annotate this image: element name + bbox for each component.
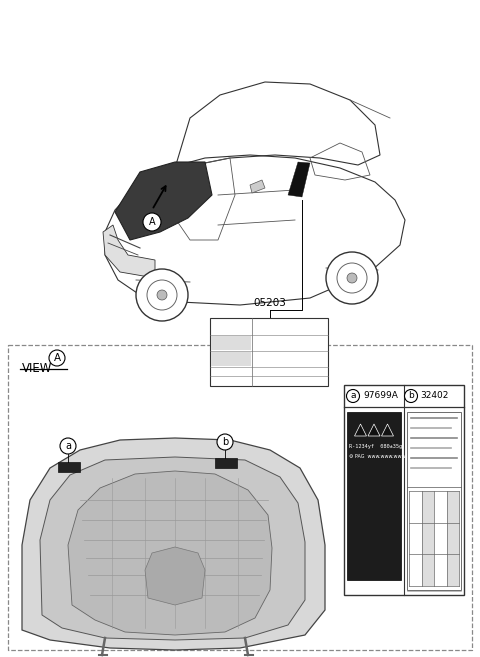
- Text: a: a: [350, 392, 356, 401]
- Circle shape: [326, 252, 378, 304]
- Circle shape: [147, 280, 177, 310]
- Bar: [215, 458, 237, 468]
- Polygon shape: [145, 547, 205, 605]
- Bar: [446, 523, 459, 555]
- Bar: [421, 555, 434, 586]
- Text: 05203: 05203: [253, 298, 287, 308]
- Polygon shape: [22, 438, 325, 650]
- Text: 97699A: 97699A: [363, 392, 398, 401]
- Circle shape: [143, 213, 161, 231]
- Text: b: b: [408, 392, 414, 401]
- Polygon shape: [355, 424, 367, 436]
- Text: ⚙ PAG  www.www.www: ⚙ PAG www.www.www: [349, 454, 406, 459]
- Circle shape: [136, 269, 188, 321]
- Text: A: A: [53, 353, 60, 363]
- Bar: [210, 318, 328, 386]
- Text: R-1234yf  080±35g: R-1234yf 080±35g: [349, 444, 402, 449]
- Bar: [446, 491, 459, 523]
- Bar: [421, 523, 434, 555]
- Circle shape: [337, 263, 367, 293]
- Text: VIEW: VIEW: [22, 362, 52, 375]
- Circle shape: [49, 350, 65, 366]
- Bar: [211, 352, 251, 366]
- Text: b: b: [222, 437, 228, 447]
- Text: a: a: [65, 441, 71, 451]
- Text: A: A: [149, 217, 156, 227]
- Bar: [8, 345, 472, 650]
- Text: 32402: 32402: [420, 392, 448, 401]
- Bar: [344, 385, 464, 595]
- Bar: [58, 462, 80, 472]
- Bar: [347, 412, 401, 580]
- Polygon shape: [40, 457, 305, 640]
- Polygon shape: [288, 162, 310, 197]
- Circle shape: [60, 438, 76, 454]
- Circle shape: [405, 390, 418, 403]
- Bar: [421, 491, 434, 523]
- Circle shape: [347, 390, 360, 403]
- Circle shape: [347, 273, 357, 283]
- Bar: [446, 555, 459, 586]
- Circle shape: [157, 290, 167, 300]
- Polygon shape: [250, 180, 265, 193]
- Polygon shape: [368, 424, 380, 436]
- Polygon shape: [68, 471, 272, 635]
- Circle shape: [217, 434, 233, 450]
- Bar: [407, 412, 461, 590]
- Polygon shape: [115, 162, 212, 240]
- Polygon shape: [103, 225, 155, 278]
- Bar: [211, 336, 251, 350]
- Polygon shape: [382, 424, 394, 436]
